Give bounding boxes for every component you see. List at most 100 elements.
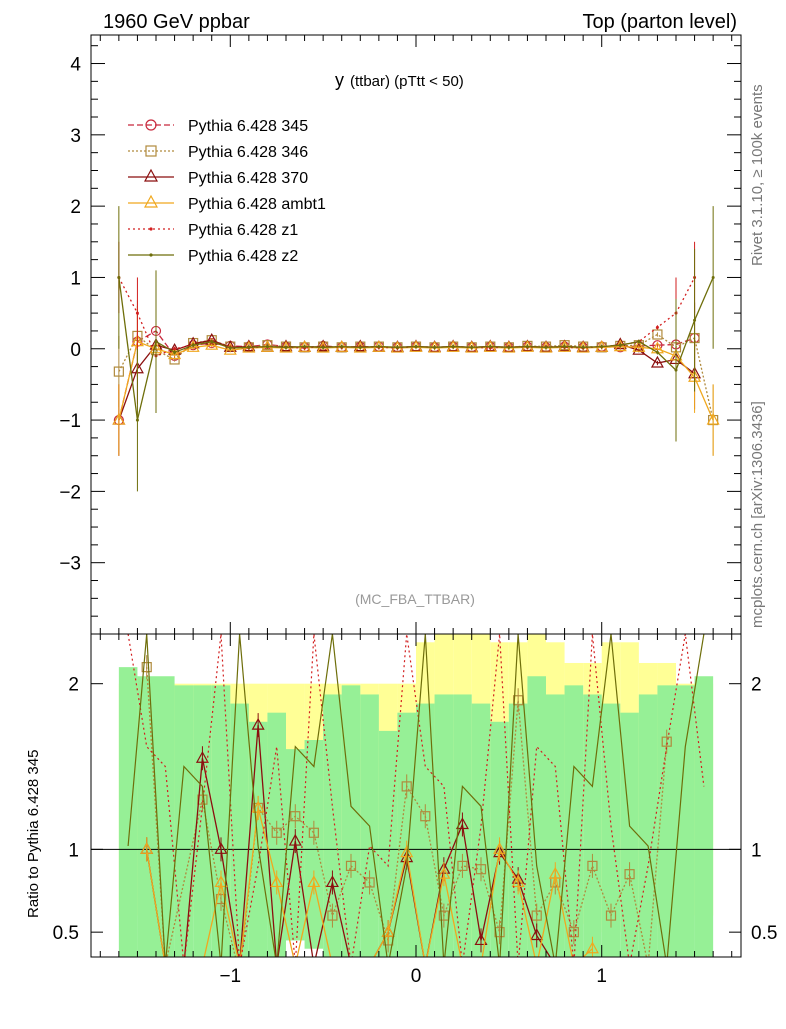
ratio-inner [91,634,741,957]
ytick-label: 1 [70,268,81,289]
ratio-green-band [193,685,212,957]
ratio-point-triangle [437,866,451,879]
point-dot [655,325,659,329]
ratio-point-square [364,877,375,888]
point-dot [563,345,567,349]
main-plot: −3 −2 −1 0 1 2 3 4 [59,34,742,635]
point-triangle [112,412,126,425]
ratio-point-triangle [214,875,228,888]
legend-marker-dot [149,227,153,231]
ytick-label: 4 [70,55,81,76]
point-dot [581,345,585,349]
ratio-green-band [118,667,138,957]
point-dot [674,368,678,372]
ratio-point-square [290,811,301,822]
ratio-axis-label: Ratio to Pythia 6.428 345 [25,750,42,918]
series-line [118,340,714,421]
point-dot [321,345,325,349]
ratio-green-band [416,703,435,957]
point-dot [135,418,139,422]
ratio-xtick-label: −1 [219,966,241,987]
point-triangle [168,347,182,360]
ratio-green-band [248,721,268,957]
legend-label: Pythia 6.428 z2 [188,248,298,265]
point-triangle [223,342,237,355]
ratio-green-band [601,703,621,957]
title-main: y [335,70,344,90]
ratio-point-square [345,860,357,871]
point-dot [693,318,697,322]
point-dot [451,345,455,349]
header-left: 1960 GeV ppbar [103,11,250,33]
ratio-green-band [694,676,714,957]
ytick-label: 0 [70,340,81,361]
point-dot [395,345,399,349]
mcplots-label: mcplots.cern.ch [arXiv:1306.3436] [749,401,766,628]
legend-marker-circle [145,119,157,131]
point-dot [433,345,437,349]
point-dot [600,345,604,349]
ratio-green-band [564,685,584,957]
ratio-green-band [211,685,231,957]
point-dot [135,311,139,315]
ratio-point-square [215,893,227,905]
point-dot [637,340,641,344]
point-dot [525,345,529,349]
ratio-green-band [341,685,361,957]
ratio-green-band [527,676,546,957]
point-dot [303,345,307,349]
title-rest: (ttbar) (pTtt < 50) [350,73,464,90]
ratio-green-band [657,685,676,957]
rivet-version-label: Rivet 3.1.10, ≥ 100k events [749,84,766,266]
ratio-point-triangle [474,933,488,946]
ratio-point-square [308,827,319,838]
ratio-ytick-label: 1 [68,840,79,861]
point-dot [210,340,214,344]
ratio-point-square [605,910,617,921]
ratio-point-square [568,927,579,938]
point-dot [488,345,492,349]
ratio-point-triangle [140,842,154,854]
ratio-point-triangle [493,842,507,854]
ratio-ytick-label-right: 0.5 [751,923,777,944]
point-dot [154,340,158,344]
ratio-spiky-line [127,634,705,957]
ratio-point-triangle [195,750,209,763]
point-triangle [650,355,664,368]
ratio-point-square [457,860,468,871]
point-dot [284,345,288,349]
legend-label: Pythia 6.428 z1 [188,222,298,239]
ratio-point-square [401,781,412,792]
point-dot [618,343,622,347]
point-dot [265,345,269,349]
legend-label: Pythia 6.428 346 [188,144,308,161]
main-inner [112,206,720,492]
ratio-point-square [513,695,524,706]
ratio-point-triangle [511,875,525,888]
point-triangle [279,339,293,352]
point-dot [173,350,177,354]
point-dot [470,345,474,349]
ratio-green-band [638,694,658,957]
ratio-ytick-label-right: 1 [751,840,762,861]
ratio-ytick-label: 0.5 [53,923,79,944]
ratio-point-triangle [251,717,265,730]
ratio-point-triangle [325,875,339,888]
ratio-green-band [230,703,249,957]
legend-marker-dot [149,253,153,257]
ratio-point-square [438,910,449,921]
ratio-ytick-label: 2 [68,675,79,696]
ratio-point-triangle [530,928,544,941]
series-line [118,330,695,421]
ratio-point-triangle [214,842,228,854]
point-dot [655,350,659,354]
ratio-point-triangle [288,833,302,846]
analysis-label: (MC_FBA_TTBAR) [355,591,475,607]
point-square [113,366,124,377]
ratio-green-band [397,712,416,957]
legend-marker-square [145,145,157,157]
ratio-ytick-label-right: 2 [751,675,762,696]
ratio-spiky-line [127,634,705,957]
ytick-label: −2 [59,482,81,503]
